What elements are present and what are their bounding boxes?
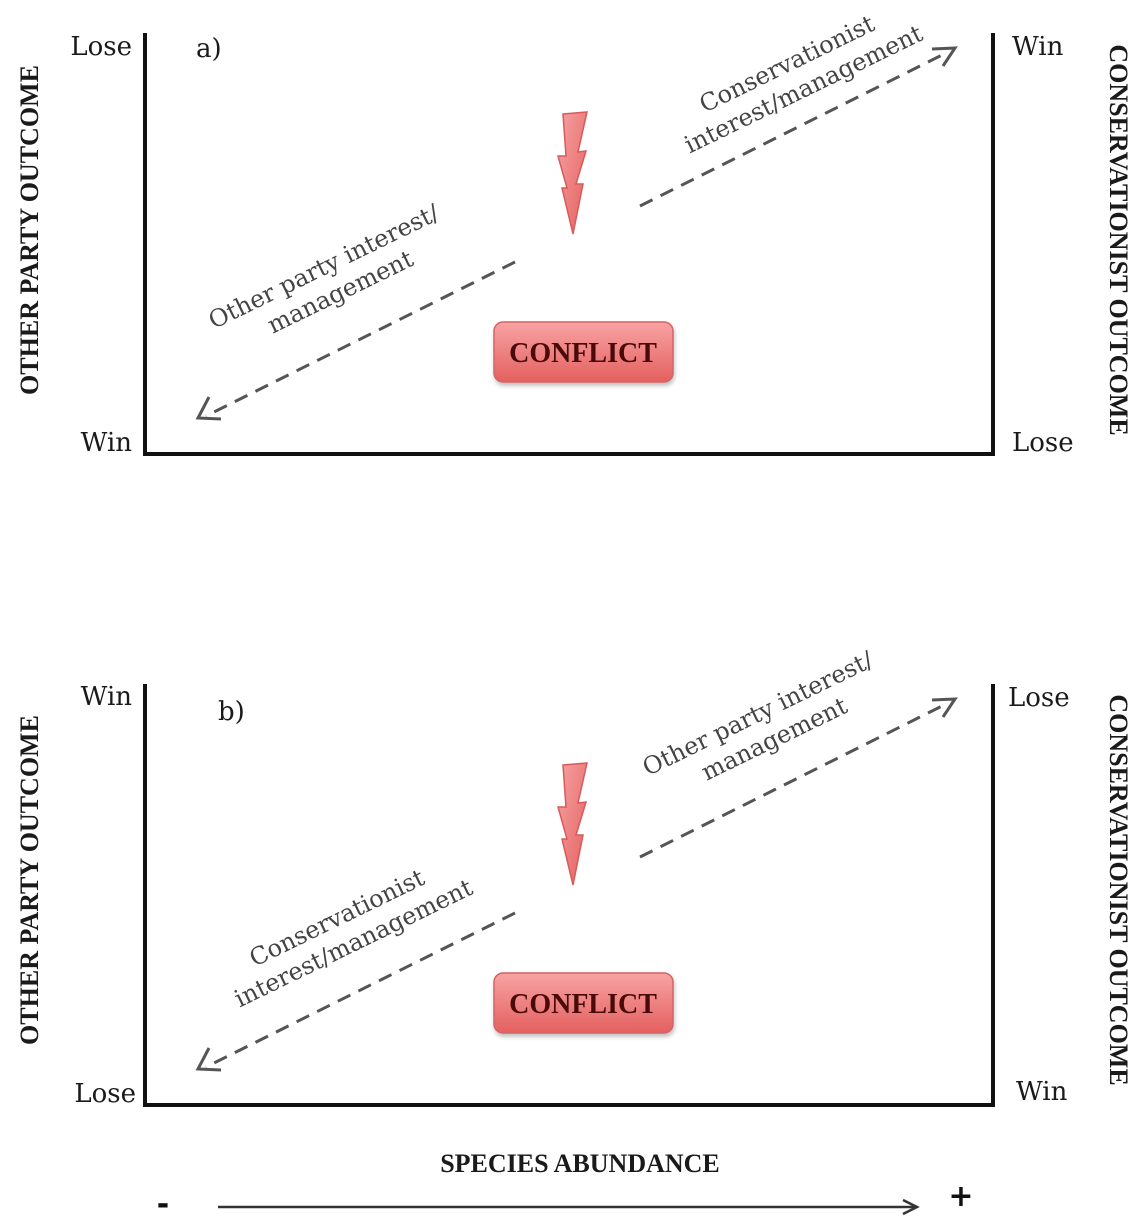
left-axis-title: OTHER PARTY OUTCOME [15, 65, 44, 395]
panel-b-conflict-label: CONFLICT [509, 989, 657, 1020]
right-arrow-icon [218, 1198, 920, 1216]
panel-a-down-arrow-label: Other party interest/ management [204, 195, 463, 361]
panel-a-up-arrow-label: Conservationist interest/management [667, 0, 927, 159]
right-axis-title: CONSERVATIONIST OUTCOME [1104, 694, 1133, 1085]
dashed-arrow-icon [639, 46, 958, 208]
dashed-arrow-icon [639, 697, 958, 859]
lightning-bolt-icon [557, 111, 588, 235]
dashed-arrow-icon [195, 260, 516, 421]
panel-b-right-bottom: Win [1016, 1077, 1068, 1107]
panel-a-right-bottom: Lose [1012, 428, 1074, 458]
panel-a-frame [143, 33, 995, 456]
dashed-arrow-icon [195, 911, 516, 1072]
panel-b-right-top: Lose [1008, 683, 1070, 713]
right-axis-title: CONSERVATIONIST OUTCOME [1104, 44, 1133, 435]
x-axis-title: SPECIES ABUNDANCE [440, 1149, 720, 1178]
panel-b-up-arrow-label: Other party interest/ management [638, 642, 897, 808]
x-axis-plus: + [948, 1179, 973, 1214]
lightning-bolt-icon [557, 762, 588, 886]
panel-b: OTHER PARTY OUTCOME CONSERVATIONIST OUTC… [15, 642, 1133, 1109]
left-axis-title: OTHER PARTY OUTCOME [15, 715, 44, 1045]
panel-a-conflict-box: CONFLICT [493, 321, 674, 383]
panel-b-left-bottom: Lose [74, 1079, 136, 1109]
panel-a-letter: a) [196, 34, 222, 64]
panel-b-letter: b) [218, 697, 245, 727]
panel-a-right-top: Win [1012, 32, 1064, 62]
panel-a-left-bottom: Win [81, 428, 133, 458]
panel-b-left-top: Win [81, 682, 133, 712]
species-abundance-axis: SPECIES ABUNDANCE - + [157, 1149, 974, 1216]
panel-a-left-top: Lose [70, 32, 132, 62]
panel-b-down-arrow-label: Conservationist interest/management [217, 846, 477, 1013]
panel-b-frame [143, 684, 995, 1107]
panel-a-conflict-label: CONFLICT [509, 338, 657, 369]
panel-a: OTHER PARTY OUTCOME CONSERVATIONIST OUTC… [15, 0, 1133, 458]
panel-b-conflict-box: CONFLICT [493, 972, 674, 1034]
x-axis-minus: - [157, 1187, 169, 1216]
